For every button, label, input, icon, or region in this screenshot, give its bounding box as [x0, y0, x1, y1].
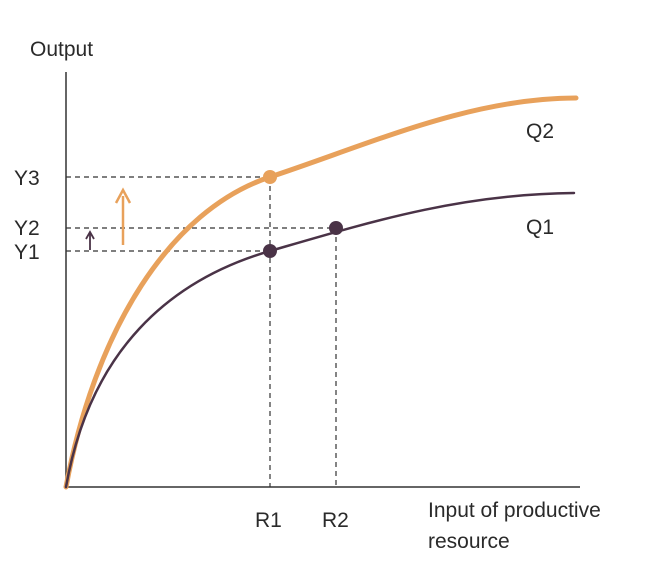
x-level-r2: R2 [322, 509, 349, 532]
y-axis-label: Output [30, 38, 93, 61]
curve-q2 [63, 95, 579, 490]
point-q2-r1 [263, 170, 277, 184]
point-q1-r2 [329, 221, 343, 235]
arrow-up-orange-icon [114, 187, 132, 245]
curve-q1 [64, 191, 576, 489]
curve-label-q2: Q2 [526, 120, 554, 143]
x-level-r1: R1 [255, 509, 282, 532]
curve-label-q1: Q1 [526, 216, 554, 239]
y-level-y3: Y3 [14, 167, 40, 190]
arrow-up-dark-icon [85, 230, 95, 250]
x-axis-label-line1: Input of productive [428, 499, 601, 522]
y-level-y2: Y2 [14, 217, 40, 240]
y-level-y1: Y1 [14, 241, 40, 264]
point-q1-r1 [263, 244, 277, 258]
x-axis-label-line2: resource [428, 530, 510, 553]
